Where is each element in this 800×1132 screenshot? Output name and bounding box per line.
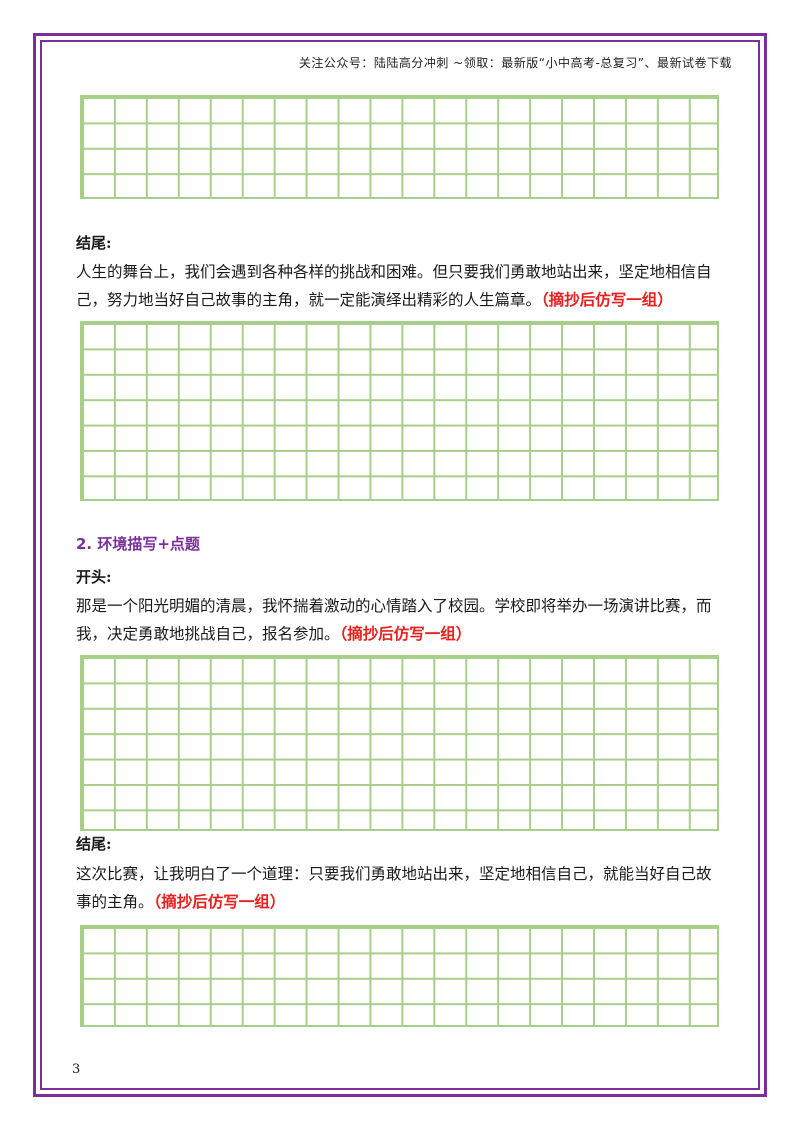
opening-text: 那是一个阳光明媚的清晨，我怀揣着激动的心情踏入了校园。学校即将举办一场演讲比赛，…	[76, 597, 712, 643]
writing-grid[interactable]	[80, 321, 719, 501]
ending-label: 结尾:	[76, 234, 112, 252]
ending-label: 结尾:	[76, 835, 112, 853]
ending-paragraph: 这次比赛，让我明白了一个道理：只要我们勇敢地站出来，坚定地相信自己，就能当好自己…	[76, 860, 726, 916]
ending-text: 人生的舞台上，我们会遇到各种各样的挑战和困难。但只要我们勇敢地站出来，坚定地相信…	[76, 263, 712, 309]
page-number: 3	[72, 1062, 81, 1077]
page-border-inner	[40, 40, 760, 1090]
page-header: 关注公众号：陆陆高分冲刺 ~领取：最新版“小中高考-总复习”、最新试卷下载	[298, 56, 732, 70]
ending-text: 这次比赛，让我明白了一个道理：只要我们勇敢地站出来，坚定地相信自己，就能当好自己…	[76, 865, 712, 911]
opening-label: 开头:	[76, 568, 112, 586]
copy-instruction: （摘抄后仿写一组）	[339, 624, 472, 643]
section-title: 2. 环境描写+点题	[76, 535, 200, 553]
writing-grid[interactable]	[80, 925, 719, 1027]
page-border-outer	[33, 33, 767, 1097]
writing-grid[interactable]	[80, 95, 719, 199]
opening-paragraph: 那是一个阳光明媚的清晨，我怀揣着激动的心情踏入了校园。学校即将举办一场演讲比赛，…	[76, 592, 726, 648]
copy-instruction: （摘抄后仿写一组）	[541, 290, 673, 309]
writing-grid[interactable]	[80, 655, 719, 831]
copy-instruction: （摘抄后仿写一组）	[153, 892, 286, 911]
ending-paragraph: 人生的舞台上，我们会遇到各种各样的挑战和困难。但只要我们勇敢地站出来，坚定地相信…	[76, 258, 726, 314]
